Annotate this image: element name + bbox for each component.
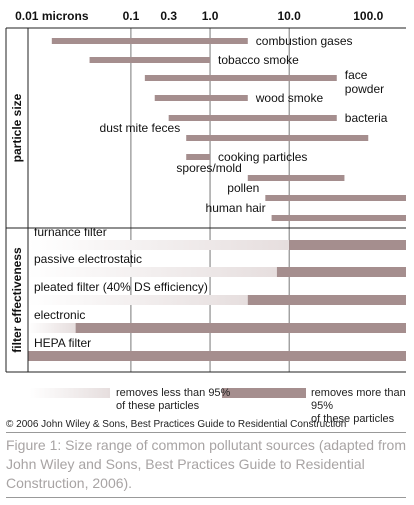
filter-label: pleated filter (40% DS efficiency) [34, 280, 208, 294]
divider-top [6, 432, 406, 433]
x-tick-label: 0.1 [123, 9, 140, 23]
pollutant-size-chart: 0.01 microns 0.1 0.3 1.0 10.0 100.0 combustio… [5, 9, 406, 398]
filter-high-band [75, 323, 406, 333]
group-label-filter-effectiveness: filter effectiveness [10, 247, 24, 353]
legend-high-swatch [222, 388, 306, 398]
legend-high-line1: removes more than 95% [311, 387, 406, 412]
filter-low-band [28, 295, 248, 305]
particle-size-bar [265, 195, 406, 201]
particle-size-bar [186, 154, 211, 160]
filter-high-band [28, 351, 406, 361]
x-tick-label: 0.3 [160, 9, 177, 23]
figure-caption: Figure 1: Size range of common pollutant… [6, 437, 406, 491]
legend-low-line1: removes less than 95% [116, 387, 231, 399]
group-label-particle-size: particle size [10, 93, 24, 162]
particle-size-label: pollen [227, 181, 259, 195]
particle-size-bar [247, 175, 345, 181]
filter-label: passive electrostatic [34, 252, 142, 266]
particle-size-label: cooking particles [218, 150, 307, 164]
copyright-notice: © 2006 John Wiley & Sons, Best Practices… [6, 419, 347, 430]
particle-size-label: wood smoke [255, 91, 324, 105]
filter-low-band [28, 323, 76, 333]
x-tick-label: 0.01 microns [15, 9, 89, 23]
particle-size-label: human hair [206, 201, 266, 215]
particle-size-bar [168, 115, 337, 121]
filter-label: electronic [34, 308, 85, 322]
legend-low-line2: of these particles [116, 400, 200, 412]
legend-low-label: removes less than 95% of these particles [116, 387, 230, 413]
legend-high-label: removes more than 95% of these particles [311, 387, 414, 426]
particle-size-label: combustion gases [256, 34, 353, 48]
filter-high-band [289, 240, 406, 250]
particle-size-label: tobacco smoke [218, 53, 299, 67]
x-tick-label: 100.0 [353, 9, 383, 23]
particle-size-label: spores/mold [176, 161, 241, 175]
particle-size-label: face powder [345, 68, 384, 96]
particle-size-bar [271, 215, 406, 221]
filter-label: furnance filter [34, 225, 107, 239]
filter-low-band [28, 267, 277, 277]
particle-size-bar [51, 38, 248, 44]
filter-high-band [247, 295, 406, 305]
particle-size-label: dust mite feces [100, 121, 181, 135]
x-tick-label: 10.0 [277, 9, 301, 23]
divider-bottom [6, 497, 406, 498]
filter-low-band [28, 240, 290, 250]
particle-size-bar [186, 135, 369, 141]
particle-size-bar [89, 57, 211, 63]
particle-size-bar [144, 75, 337, 81]
particle-size-label: bacteria [345, 111, 388, 125]
filter-high-band [276, 267, 406, 277]
legend-high-line2: of these particles [311, 413, 395, 425]
legend-low-swatch [30, 388, 110, 398]
particle-size-bar [154, 95, 248, 101]
filter-label: HEPA filter [34, 336, 91, 350]
x-tick-label: 1.0 [202, 9, 219, 23]
